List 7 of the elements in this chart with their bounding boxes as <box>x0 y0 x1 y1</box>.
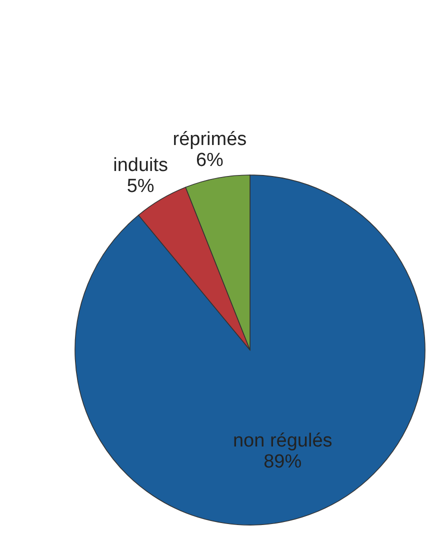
data-label: 6% <box>196 150 224 171</box>
slice-label: induits <box>113 154 168 176</box>
data-label: 5% <box>126 176 154 197</box>
pie-slice <box>74 174 426 526</box>
slice-label: non régulés <box>232 430 332 452</box>
slice-label: réprimés <box>172 128 247 150</box>
data-label: 89% <box>264 452 302 473</box>
